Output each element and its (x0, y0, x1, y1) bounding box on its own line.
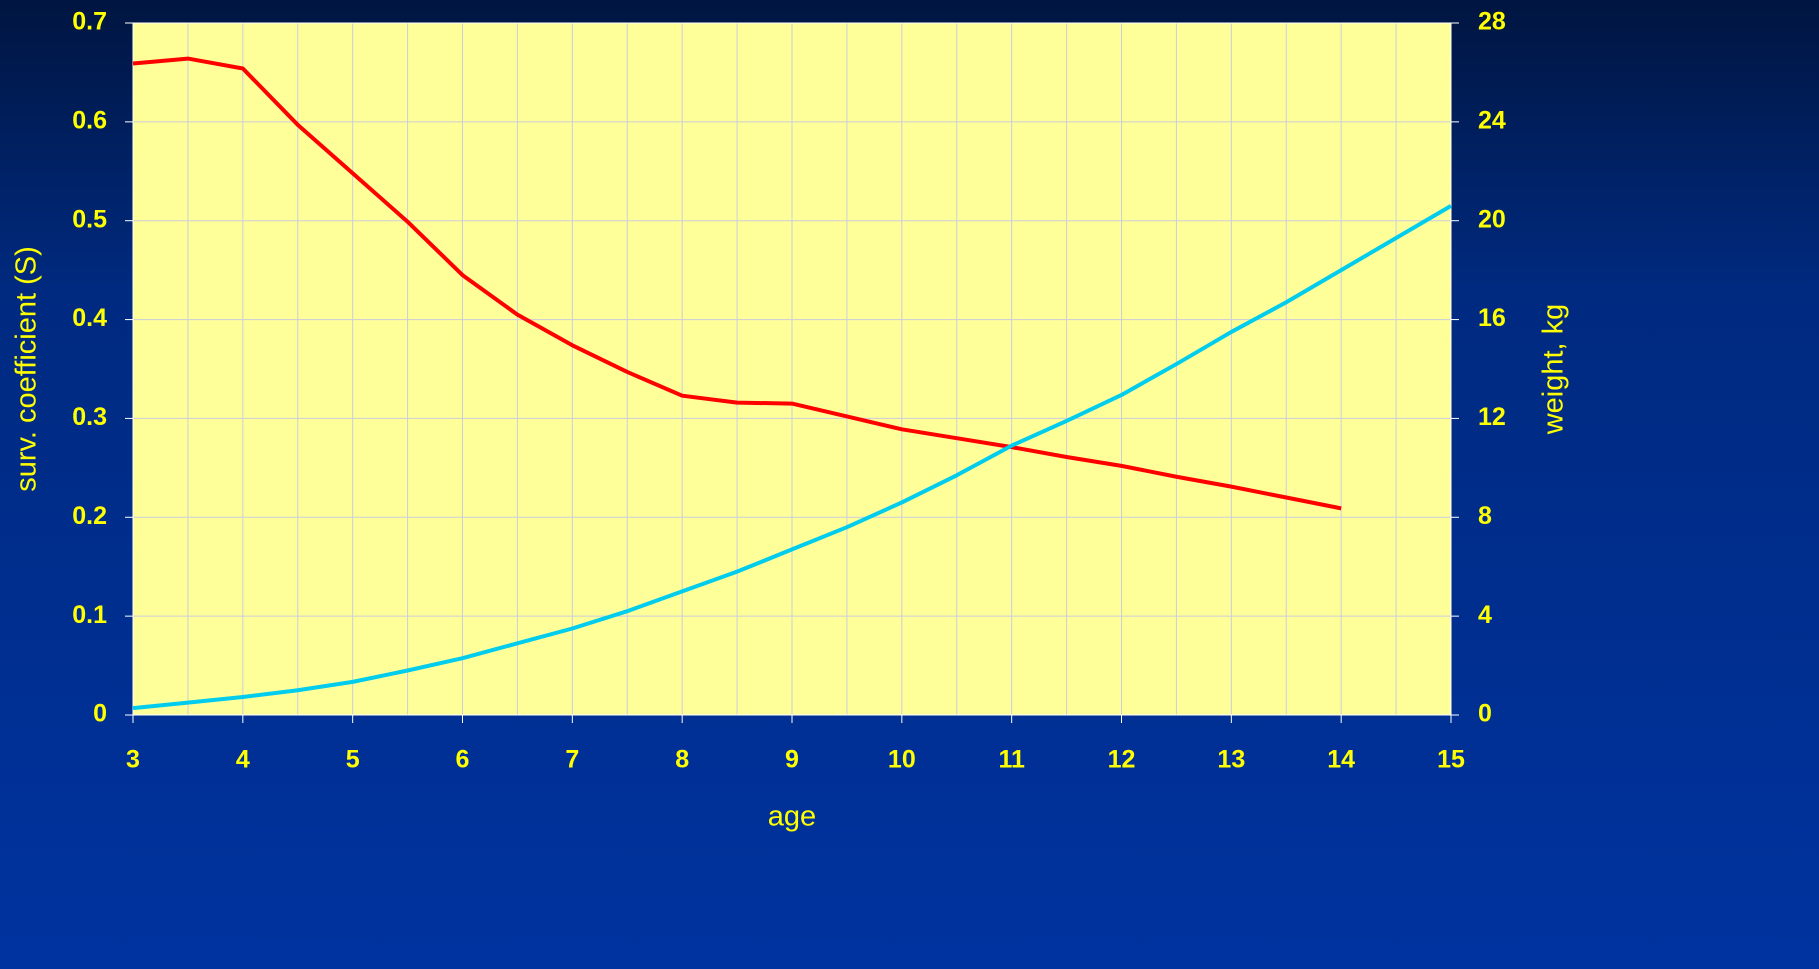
x-tick-label: 11 (998, 746, 1025, 774)
x-tick-label: 10 (888, 746, 916, 774)
x-tick-label: 9 (785, 746, 799, 774)
x-tick-label: 13 (1217, 746, 1245, 774)
y-tick-label: 0.1 (72, 601, 107, 629)
y-tick-label: 0.7 (72, 8, 107, 36)
plot-frame (132, 22, 1452, 716)
y2-tick-label: 24 (1478, 106, 1506, 134)
y2-tick-label: 4 (1478, 601, 1492, 629)
y2-tick-label: 12 (1478, 403, 1506, 431)
x-tick-label: 3 (126, 746, 140, 774)
x-tick-label: 14 (1327, 746, 1355, 774)
x-tick-label: 8 (675, 746, 689, 774)
series-line (132, 56, 1342, 511)
y2-tick-label: 20 (1478, 205, 1506, 233)
x-axis-title: age (768, 801, 816, 833)
y2-tick-label: 16 (1478, 304, 1506, 332)
y-axis-title: surv. coefficient (S) (11, 246, 43, 492)
x-tick-label: 5 (346, 746, 360, 774)
y2-tick-label: 0 (1478, 700, 1492, 728)
y2-tick-label: 8 (1478, 502, 1492, 530)
x-tick-label: 7 (565, 746, 579, 774)
y-tick-label: 0.3 (72, 403, 107, 431)
series-line (132, 204, 1453, 711)
x-tick-label: 6 (456, 746, 470, 774)
y2-tick-label: 28 (1478, 8, 1506, 36)
x-tick-label: 12 (1108, 746, 1136, 774)
x-tick-label: 15 (1437, 746, 1465, 774)
y-tick-label: 0.5 (72, 205, 107, 233)
y-tick-label: 0.2 (72, 502, 107, 530)
y2-axis-title: weight, kg (1538, 304, 1570, 436)
y-tick-label: 0.6 (72, 106, 107, 134)
y-tick-label: 0.4 (72, 304, 107, 332)
x-tick-label: 4 (236, 746, 250, 774)
y-tick-label: 0 (93, 700, 107, 728)
